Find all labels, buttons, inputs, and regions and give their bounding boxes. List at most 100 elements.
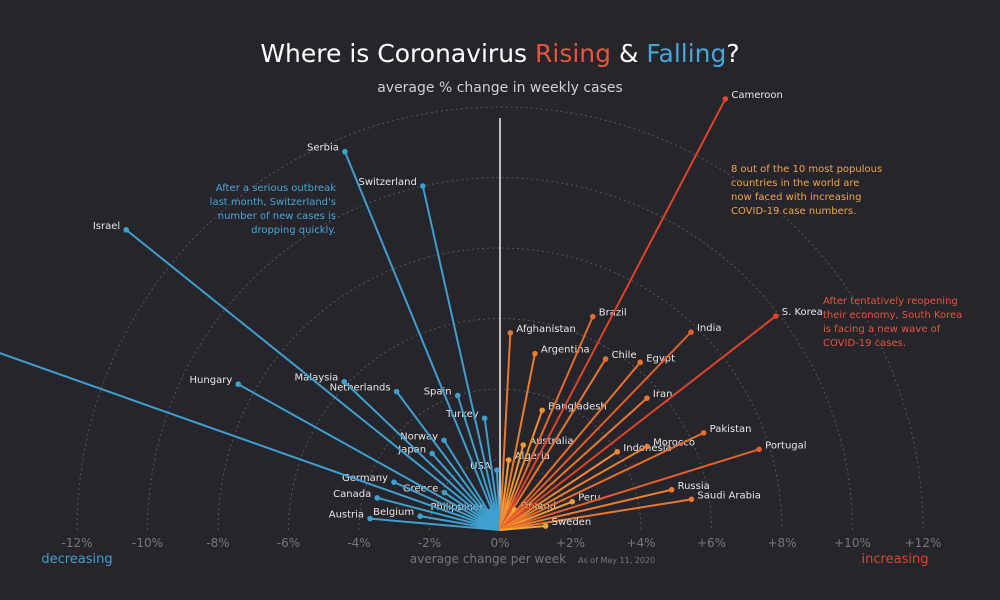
chart-title: Where is Coronavirus Rising & Falling?	[260, 39, 739, 68]
country-dot	[367, 515, 373, 522]
country-label: Spain	[424, 387, 452, 398]
country-label: Israel	[93, 221, 120, 232]
x-tick-label: 0%	[490, 536, 509, 550]
country-label: Serbia	[307, 143, 339, 154]
country-label: Portugal	[765, 440, 806, 451]
country-dot	[441, 437, 447, 444]
country-line	[443, 439, 501, 531]
annotation: is facing a new wave of	[823, 324, 941, 335]
country-label: Cameroon	[731, 90, 782, 101]
country-dot	[532, 350, 538, 357]
x-tick-label: +4%	[626, 536, 655, 550]
country-label: Russia	[678, 481, 710, 492]
annotation: COVID-19 case numbers.	[731, 206, 856, 217]
country-line	[499, 361, 641, 531]
country-line	[499, 409, 544, 531]
country-line	[499, 98, 727, 531]
country-label: Afghanistan	[516, 324, 576, 335]
x-tick-label: -12%	[61, 536, 92, 550]
country-label: Belgium	[373, 507, 414, 518]
country-line	[343, 381, 501, 531]
country-line	[499, 450, 618, 531]
country-label: Malaysia	[295, 373, 339, 384]
country-dot	[688, 329, 694, 336]
country-line	[499, 444, 525, 531]
country-line	[395, 391, 501, 531]
annotation: dropping quickly.	[251, 225, 336, 236]
country-line	[499, 498, 692, 531]
country-line	[419, 515, 501, 531]
country-line	[343, 151, 501, 531]
x-axis-label: average change per week	[410, 552, 566, 566]
title-part: Rising	[535, 39, 611, 68]
country-label: Germany	[342, 473, 388, 484]
country-line	[499, 353, 536, 531]
country-line	[421, 185, 501, 531]
country-dot	[429, 450, 435, 457]
country-dot	[589, 313, 596, 320]
country-dot	[507, 330, 514, 336]
country-dot	[722, 96, 729, 102]
annotation: now faced with increasing	[731, 192, 862, 203]
country-dot	[123, 227, 130, 233]
country-line	[499, 358, 607, 531]
title-part: ?	[726, 39, 739, 68]
country-label: Sweden	[552, 517, 592, 528]
country-dot	[235, 381, 242, 388]
country-label: Bangladesh	[548, 401, 607, 412]
title-part: Where is Coronavirus	[260, 39, 535, 68]
country-dot	[569, 498, 576, 505]
country-dot	[668, 486, 675, 493]
country-dot	[441, 489, 448, 496]
country-label: Greece	[403, 484, 439, 495]
country-line	[376, 496, 501, 531]
country-label: S. Korea	[782, 307, 823, 318]
country-label: Chile	[612, 350, 637, 361]
country-line	[237, 383, 501, 531]
x-tick-label: -8%	[206, 536, 229, 550]
grid-arc	[288, 318, 712, 531]
country-line	[0, 352, 501, 531]
x-tick-label: -6%	[277, 536, 300, 550]
country-line	[499, 445, 648, 531]
x-tick-label: +2%	[556, 536, 585, 550]
country-dot	[481, 415, 488, 422]
country-line	[499, 448, 760, 531]
country-label: Switzerland	[358, 177, 416, 188]
country-label: Morocco	[653, 437, 695, 448]
country-label: Finland	[520, 501, 556, 512]
country-line	[431, 452, 501, 531]
country-line	[499, 397, 648, 531]
annotation: After a serious outbreak	[216, 183, 336, 194]
country-dot	[391, 479, 397, 485]
country-label: Philippines	[430, 502, 484, 513]
country-line	[393, 481, 501, 531]
x-tick-label: +10%	[834, 536, 871, 550]
country-dot	[644, 443, 650, 450]
country-dot	[494, 467, 500, 473]
annotation: COVID-19 cases.	[823, 338, 906, 349]
x-tick-label: -10%	[132, 536, 163, 550]
country-label: India	[697, 323, 722, 334]
annotation: After tentatively reopening	[823, 296, 958, 307]
country-dot	[342, 148, 348, 155]
country-label: Egypt	[646, 353, 675, 364]
country-label: Japan	[397, 445, 426, 456]
country-dot	[688, 496, 695, 503]
country-dot	[420, 183, 426, 189]
country-line	[499, 525, 546, 531]
country-dot	[505, 457, 512, 463]
country-label: Norway	[400, 431, 438, 442]
x-tick-label: +12%	[905, 536, 942, 550]
country-dot	[637, 359, 643, 366]
left-label: decreasing	[41, 552, 112, 567]
x-tick-label: +6%	[697, 536, 726, 550]
annotation: 8 out of the 10 most populous	[731, 164, 882, 175]
country-line	[499, 316, 594, 531]
country-dot	[393, 388, 400, 395]
country-dot	[417, 513, 423, 519]
country-label: Argentina	[541, 345, 590, 356]
country-label: Pakistan	[710, 424, 752, 435]
country-line	[499, 331, 692, 531]
country-line	[499, 488, 672, 531]
